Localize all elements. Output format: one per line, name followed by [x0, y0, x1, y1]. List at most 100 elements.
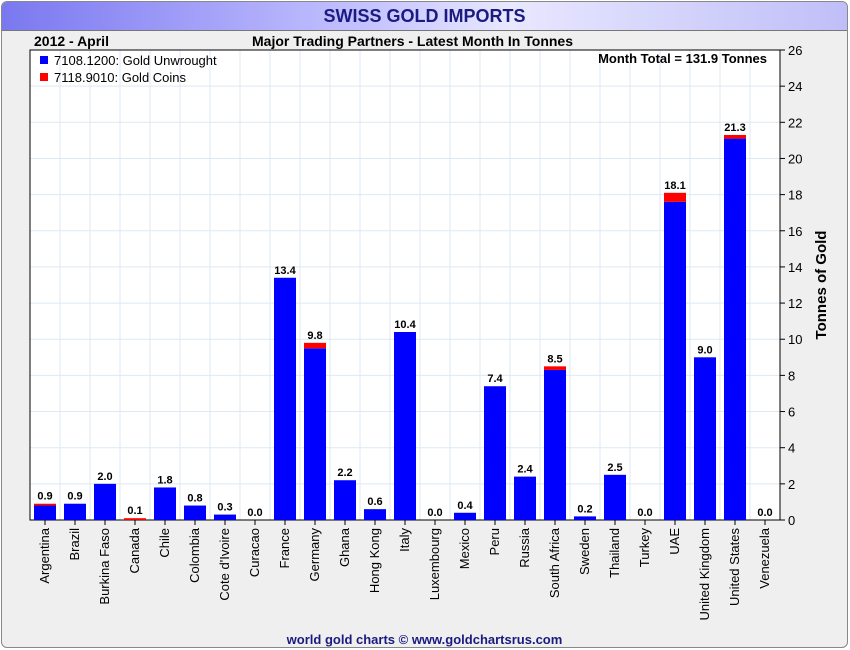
y-tick-label: 2: [788, 477, 795, 492]
x-tick-label: Canada: [127, 527, 142, 573]
data-label: 1.8: [157, 474, 172, 486]
data-label: 0.2: [577, 503, 592, 515]
data-label: 0.4: [457, 500, 473, 512]
y-tick-label: 16: [788, 224, 802, 239]
x-tick-label: Venezuela: [757, 527, 772, 588]
y-tick-label: 26: [788, 43, 802, 58]
x-tick-label: Burkina Faso: [97, 528, 112, 605]
bar-unwrought: [154, 487, 176, 520]
legend-label: 7108.1200: Gold Unwrought: [54, 53, 217, 68]
y-tick-label: 4: [788, 441, 795, 456]
legend-swatch: [40, 73, 48, 81]
x-tick-label: Curacao: [247, 528, 262, 577]
bar-unwrought: [724, 138, 746, 521]
y-tick-label: 8: [788, 368, 795, 383]
bar-unwrought: [544, 369, 566, 520]
bar-unwrought: [34, 505, 56, 520]
y-tick-label: 18: [788, 188, 802, 203]
x-tick-label: Luxembourg: [427, 528, 442, 600]
x-tick-label: Brazil: [67, 528, 82, 561]
data-label: 18.1: [664, 180, 685, 192]
y-tick-label: 6: [788, 405, 795, 420]
y-tick-label: 10: [788, 332, 802, 347]
month-total: Month Total = 131.9 Tonnes: [598, 51, 767, 66]
x-tick-label: Ghana: [337, 527, 352, 567]
x-tick-label: Russia: [517, 527, 532, 568]
data-label: 2.5: [607, 462, 622, 474]
bar-coins: [724, 134, 746, 139]
data-label: 9.0: [697, 344, 712, 356]
x-tick-label: Sweden: [577, 528, 592, 575]
x-tick-label: Turkey: [637, 528, 652, 568]
x-tick-label: United States: [727, 528, 742, 607]
data-label: 0.8: [187, 493, 202, 505]
data-label: 8.5: [547, 353, 562, 365]
bar-coins: [664, 192, 686, 202]
data-label: 2.4: [517, 464, 533, 476]
x-tick-label: Germany: [307, 528, 322, 582]
y-tick-label: 14: [788, 260, 802, 275]
bar-unwrought: [664, 201, 686, 520]
y-tick-label: 22: [788, 115, 802, 130]
x-tick-label: Italy: [397, 528, 412, 552]
bar-unwrought: [454, 512, 476, 520]
x-tick-label: France: [277, 528, 292, 568]
x-tick-label: Cote d'Ivoire: [217, 528, 232, 601]
data-label: 21.3: [724, 122, 745, 134]
x-tick-label: UAE: [667, 528, 682, 555]
x-tick-label: Colombia: [187, 527, 202, 583]
bar-unwrought: [364, 509, 386, 520]
chart-title: SWISS GOLD IMPORTS: [323, 6, 526, 26]
bar-unwrought: [214, 514, 236, 520]
period-label: 2012 - April: [34, 33, 109, 49]
bar-coins: [124, 518, 146, 520]
legend-swatch: [40, 56, 48, 64]
data-label: 0.0: [637, 507, 652, 519]
bar-unwrought: [334, 480, 356, 520]
bar-coins: [304, 342, 326, 349]
data-label: 0.6: [367, 496, 382, 508]
title-bar: SWISS GOLD IMPORTS: [2, 2, 847, 31]
bar-unwrought: [394, 332, 416, 520]
x-tick-label: Chile: [157, 528, 172, 558]
x-tick-label: Hong Kong: [367, 528, 382, 593]
y-tick-label: 0: [788, 513, 795, 528]
data-label: 0.0: [247, 507, 262, 519]
data-label: 0.0: [427, 507, 442, 519]
data-label: 10.4: [394, 319, 416, 331]
data-label: 2.0: [97, 471, 112, 483]
x-tick-label: Peru: [487, 528, 502, 555]
data-label: 2.2: [337, 467, 352, 479]
bar-unwrought: [574, 516, 596, 520]
bar-unwrought: [184, 505, 206, 520]
bar-unwrought: [484, 386, 506, 520]
chart-subtitle: Major Trading Partners - Latest Month In…: [252, 33, 573, 49]
bar-coins: [34, 503, 56, 506]
data-label: 13.4: [274, 265, 296, 277]
data-label: 0.9: [37, 491, 52, 503]
bar-unwrought: [514, 476, 536, 520]
footer-credit: world gold charts © www.goldchartsrus.co…: [286, 632, 563, 647]
y-tick-label: 24: [788, 79, 802, 94]
y-tick-label: 12: [788, 296, 802, 311]
data-label: 0.9: [67, 491, 82, 503]
y-axis-label: Tonnes of Gold: [813, 231, 830, 340]
data-label: 0.3: [217, 502, 232, 514]
data-label: 7.4: [487, 373, 503, 385]
bar-unwrought: [694, 357, 716, 520]
x-tick-label: Thailand: [607, 528, 622, 578]
x-tick-label: South Africa: [547, 527, 562, 598]
x-tick-label: Mexico: [457, 528, 472, 569]
bar-unwrought: [304, 348, 326, 520]
y-tick-label: 20: [788, 151, 802, 166]
x-tick-label: United Kingdom: [697, 528, 712, 621]
data-label: 9.8: [307, 330, 322, 342]
bar-unwrought: [604, 474, 626, 520]
bar-unwrought: [94, 483, 116, 520]
bar-unwrought: [274, 277, 296, 520]
bar-unwrought: [64, 503, 86, 520]
legend-label: 7118.9010: Gold Coins: [54, 70, 187, 85]
x-tick-label: Argentina: [37, 527, 52, 583]
data-label: 0.0: [757, 507, 772, 519]
